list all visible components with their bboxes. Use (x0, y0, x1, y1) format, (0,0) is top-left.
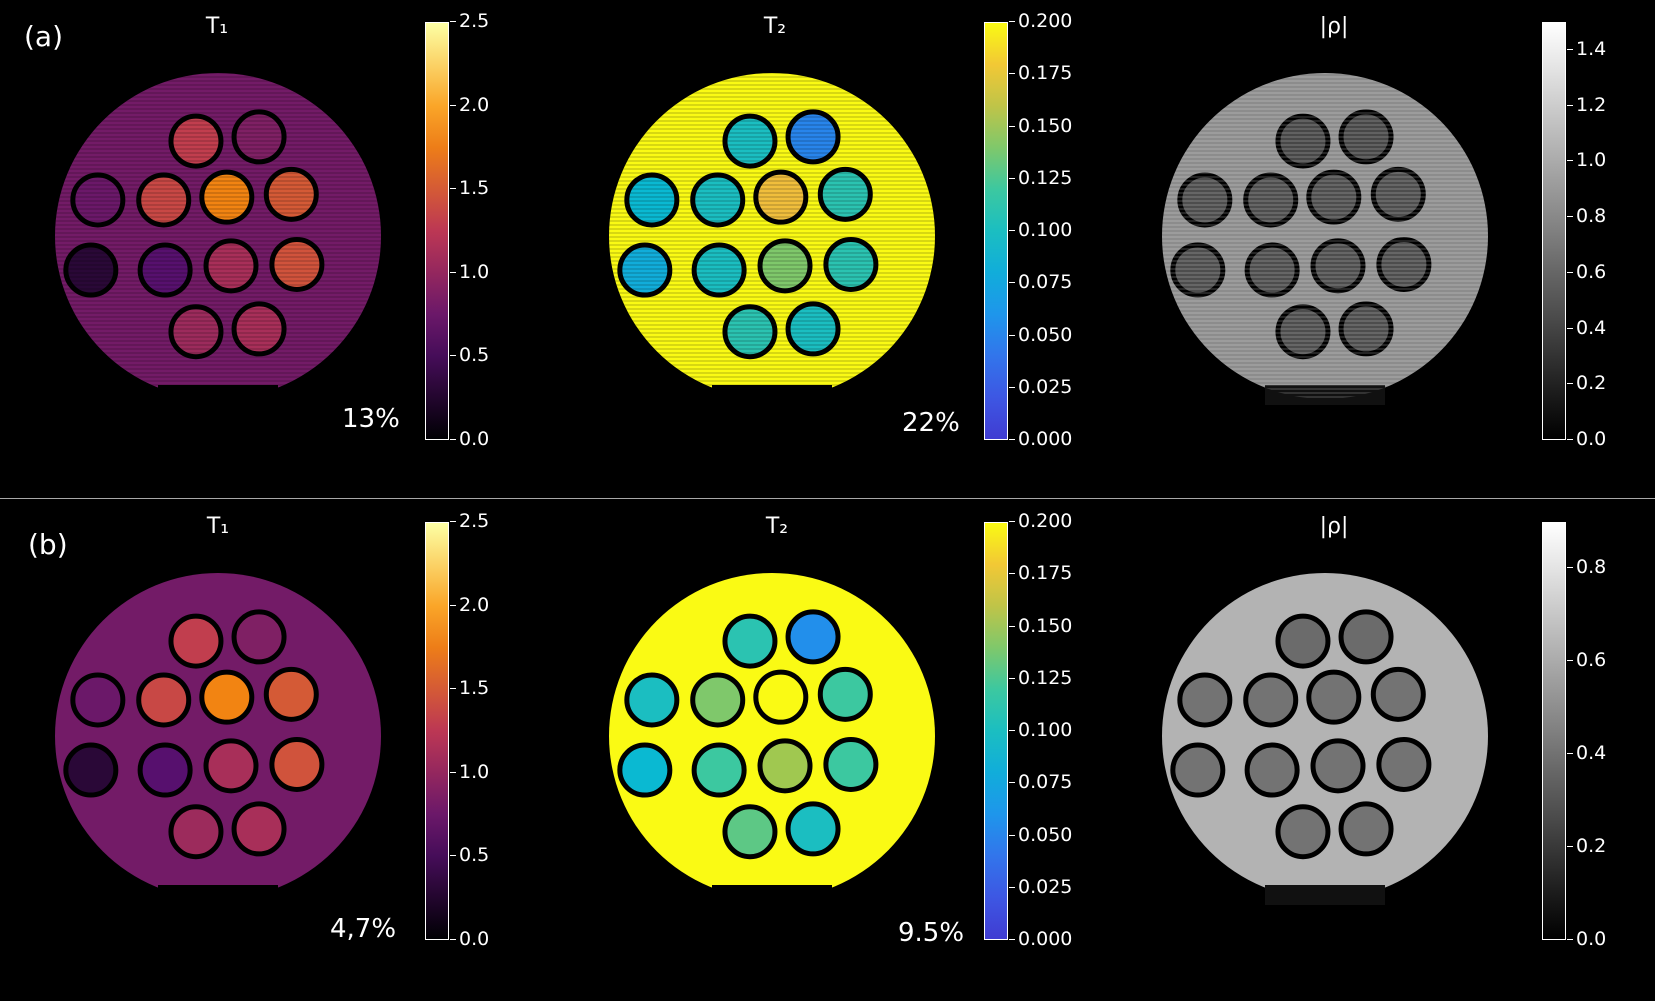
colorbar-0-2 (1542, 22, 1566, 440)
colorbar-tick-label: 0.175 (1008, 562, 1073, 585)
panel-label-b: (b) (28, 528, 68, 561)
colorbar-tick-label: 0.8 (1566, 205, 1607, 228)
phantom-map-1-2 (1162, 573, 1488, 905)
colorbar-tick-label: 1.0 (449, 260, 490, 283)
noise-overlay (1162, 573, 1488, 899)
map-title-a-rho: |ρ| (1319, 14, 1349, 39)
colorbar-tick-label: 0.0 (1566, 928, 1607, 950)
noise-overlay (609, 73, 935, 399)
colorbar-tick-label: 0.025 (1008, 875, 1073, 898)
colorbar-tick-label: 0.2 (1566, 372, 1607, 395)
colorbar-1-1 (984, 522, 1008, 940)
colorbar-tick-label: 1.2 (1566, 93, 1607, 116)
colorbar-0-1 (984, 22, 1008, 440)
colorbar-0-0 (425, 22, 449, 440)
colorbar-tick-label: 0.8 (1566, 556, 1607, 579)
colorbar-tick-label: 0.150 (1008, 114, 1073, 137)
colorbar-tick-label: 0.050 (1008, 823, 1073, 846)
colorbar-tick-label: 0.150 (1008, 614, 1073, 637)
colorbar-tick-label: 0.125 (1008, 666, 1073, 689)
error-b-t1: 4,7% (330, 914, 397, 944)
colorbar-tick-label: 1.5 (449, 677, 490, 700)
colorbar-tick-label: 0.5 (449, 344, 490, 367)
colorbar-tick-label: 0.200 (1008, 510, 1073, 532)
error-a-t1: 13% (342, 404, 400, 434)
colorbar-tick-label: 0.000 (1008, 928, 1073, 950)
colorbar-tick-label: 0.175 (1008, 62, 1073, 85)
colorbar-tick-label: 0.000 (1008, 428, 1073, 450)
noise-overlay (1162, 73, 1488, 399)
colorbar-tick-label: 0.4 (1566, 742, 1607, 765)
phantom-map-0-0 (55, 73, 381, 405)
map-title-b-t2: T₂ (765, 514, 789, 539)
colorbar-tick-label: 0.050 (1008, 323, 1073, 346)
phantom-map-1-0 (55, 573, 381, 905)
colorbar-tick-label: 0.025 (1008, 375, 1073, 398)
colorbar-tick-label: 0.5 (449, 844, 490, 867)
colorbar-tick-label: 0.0 (449, 928, 490, 950)
colorbar-tick-label: 1.0 (1566, 149, 1607, 172)
colorbar-tick-label: 2.5 (449, 10, 490, 32)
phantom-map-0-2 (1162, 73, 1488, 405)
map-title-b-t1: T₁ (206, 514, 230, 539)
colorbar-tick-label: 0.6 (1566, 649, 1607, 672)
colorbar-tick-label: 1.0 (449, 760, 490, 783)
map-title-a-t2: T₂ (763, 14, 787, 39)
colorbar-tick-label: 0.4 (1566, 316, 1607, 339)
colorbar-tick-label: 0.100 (1008, 219, 1073, 241)
colorbar-1-0 (425, 522, 449, 940)
colorbar-tick-label: 0.200 (1008, 10, 1073, 32)
colorbar-tick-label: 0.6 (1566, 260, 1607, 283)
colorbar-tick-label: 0.075 (1008, 271, 1073, 294)
colorbar-tick-label: 0.0 (1566, 428, 1607, 450)
colorbar-tick-label: 1.4 (1566, 37, 1607, 60)
noise-overlay (55, 73, 381, 399)
noise-overlay (55, 573, 381, 899)
colorbar-tick-label: 2.0 (449, 593, 490, 616)
map-title-b-rho: |ρ| (1319, 514, 1349, 539)
error-b-t2: 9.5% (898, 918, 965, 948)
colorbar-tick-label: 0.2 (1566, 835, 1607, 858)
colorbar-1-2 (1542, 522, 1566, 940)
colorbar-tick-label: 0.100 (1008, 719, 1073, 741)
colorbar-tick-label: 0.0 (449, 428, 490, 450)
phantom-map-0-1 (609, 73, 935, 405)
row-divider (0, 498, 1655, 499)
phantom-map-1-1 (609, 573, 935, 905)
error-a-t2: 22% (902, 408, 960, 438)
colorbar-tick-label: 0.075 (1008, 771, 1073, 794)
panel-label-a: (a) (24, 20, 64, 53)
colorbar-tick-label: 2.0 (449, 93, 490, 116)
colorbar-tick-label: 1.5 (449, 177, 490, 200)
colorbar-tick-label: 2.5 (449, 510, 490, 532)
noise-overlay (609, 573, 935, 899)
map-title-a-t1: T₁ (205, 14, 229, 39)
colorbar-tick-label: 0.125 (1008, 166, 1073, 189)
